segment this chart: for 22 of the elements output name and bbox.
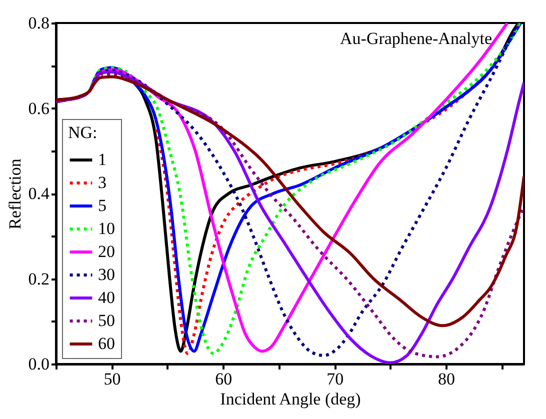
x-tick-label: 80 — [438, 370, 455, 388]
x-tick-label: 50 — [104, 370, 121, 388]
legend-label: 30 — [98, 265, 115, 284]
legend-label: 10 — [98, 219, 115, 238]
legend-label: 60 — [98, 334, 115, 353]
legend-title: NG: — [68, 123, 98, 142]
y-tick-label: 0.0 — [28, 354, 50, 374]
x-tick-label: 70 — [326, 370, 344, 388]
y-tick-label: 0.8 — [28, 14, 50, 32]
y-tick-label: 0.6 — [28, 98, 50, 118]
legend-label: 40 — [98, 288, 115, 307]
legend-label: 50 — [98, 311, 115, 330]
y-tick-label: 0.2 — [28, 269, 50, 288]
x-axis-title: Incident Angle (deg) — [220, 390, 361, 408]
y-axis-title: Reflection — [5, 158, 24, 230]
annotation: Au-Graphene-Analyte — [340, 29, 492, 48]
legend-label: 5 — [98, 196, 106, 215]
y-tick-label: 0.4 — [28, 184, 50, 203]
legend-label: 1 — [98, 150, 106, 169]
legend-label: 20 — [98, 242, 115, 261]
legend-label: 3 — [98, 173, 106, 192]
x-tick-label: 60 — [215, 370, 232, 388]
